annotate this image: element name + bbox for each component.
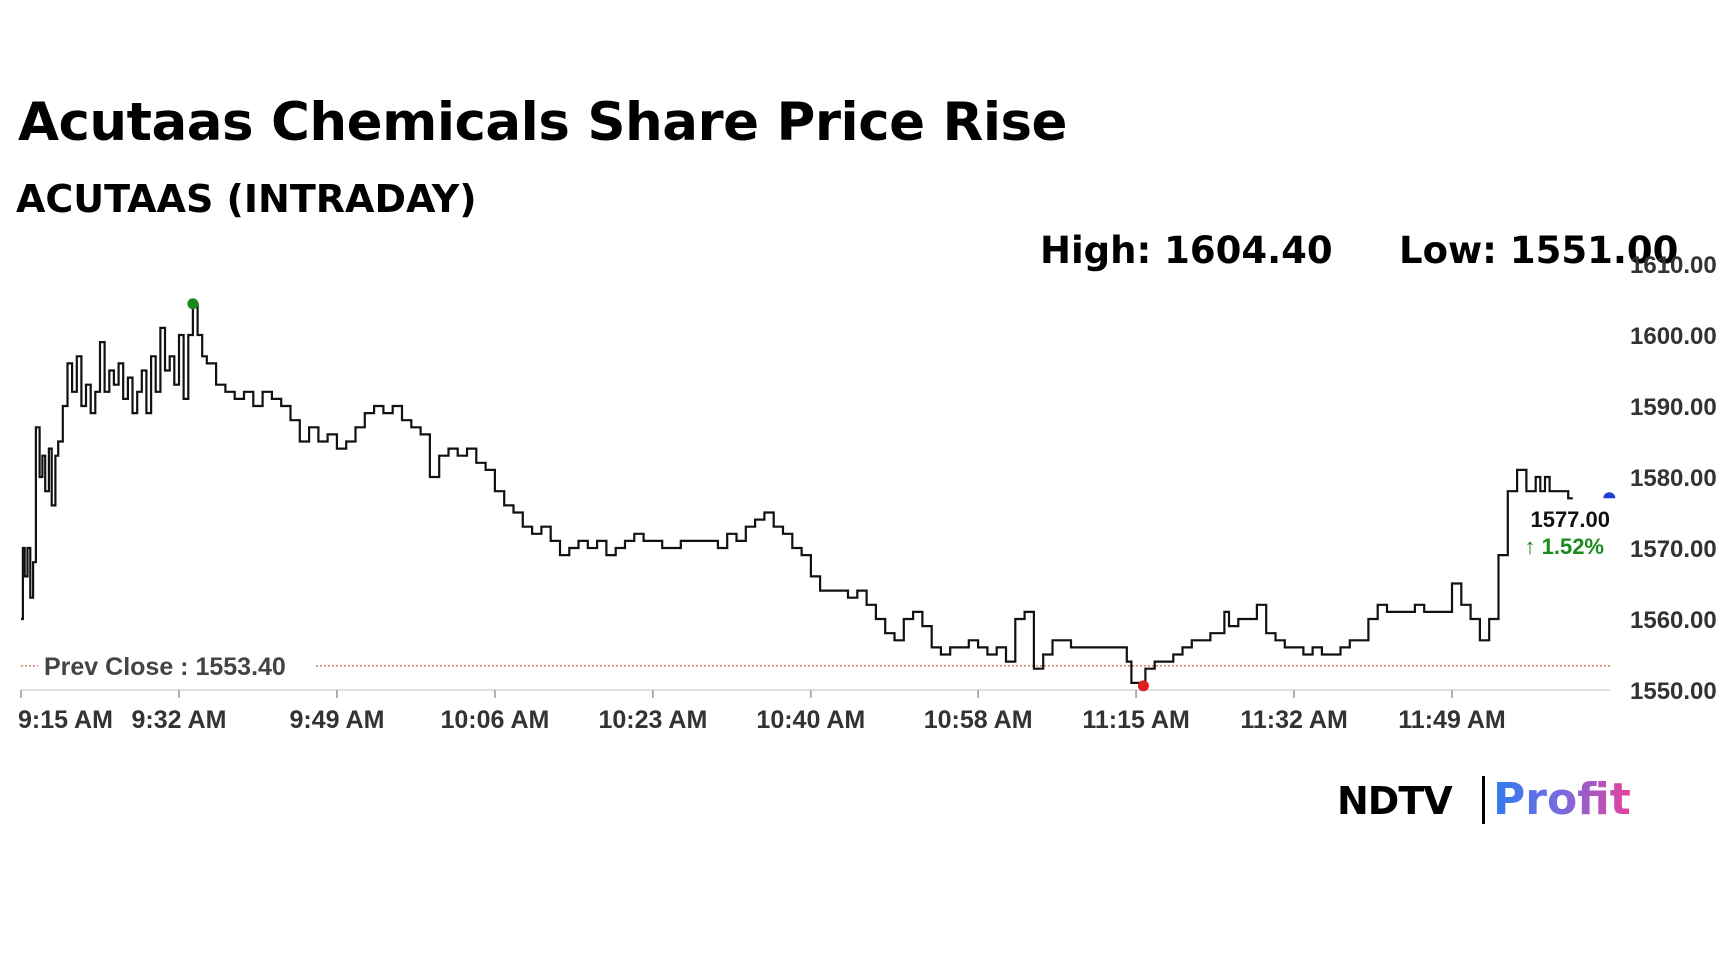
change-label: ↑ 1.52%: [1525, 534, 1605, 559]
high-marker: [187, 298, 199, 310]
y-tick-label: 1570.00: [1630, 536, 1717, 563]
high-label: High: 1604.40: [1040, 229, 1333, 272]
logo-profit-text: Profit: [1493, 774, 1631, 825]
x-tick-label: 9:15 AM: [18, 706, 113, 734]
x-tick-label: 10:40 AM: [756, 706, 865, 734]
chart-subtitle: ACUTAAS (INTRADAY): [16, 177, 477, 221]
logo-divider: [1482, 776, 1485, 824]
ndtv-profit-logo: NDTV Profit: [1337, 776, 1637, 826]
y-tick-label: 1550.00: [1630, 678, 1717, 705]
chart-title: Acutaas Chemicals Share Price Rise: [18, 92, 1067, 153]
x-tick-label: 11:32 AM: [1240, 706, 1347, 734]
y-tick-label: 1610.00: [1630, 252, 1717, 279]
x-tick-label: 11:15 AM: [1082, 706, 1189, 734]
y-tick-label: 1580.00: [1630, 465, 1717, 492]
last-price-marker: [1603, 492, 1616, 499]
x-tick-label: 10:58 AM: [924, 706, 1033, 734]
y-tick-label: 1590.00: [1630, 394, 1717, 421]
low-label: Low: 1551.00: [1399, 229, 1679, 272]
y-tick-label: 1560.00: [1630, 607, 1717, 634]
price-line: [21, 302, 1573, 684]
last-price-label: 1577.00: [1530, 507, 1610, 532]
plot-area: 1550.00 1560.00 1570.00 1580.00 1590.00 1600.…: [18, 252, 1717, 734]
x-tick-label: 11:49 AM: [1398, 706, 1505, 734]
x-tick-label: 10:06 AM: [440, 706, 549, 734]
x-tick-label: 9:49 AM: [289, 706, 384, 734]
y-tick-label: 1600.00: [1630, 323, 1717, 350]
prev-close-label: Prev Close : 1553.40: [44, 653, 286, 681]
low-marker: [1137, 680, 1149, 692]
logo-ndtv-text: NDTV: [1337, 779, 1453, 823]
x-tick-label: 9:32 AM: [132, 706, 227, 734]
x-tick-label: 10:23 AM: [598, 706, 707, 734]
